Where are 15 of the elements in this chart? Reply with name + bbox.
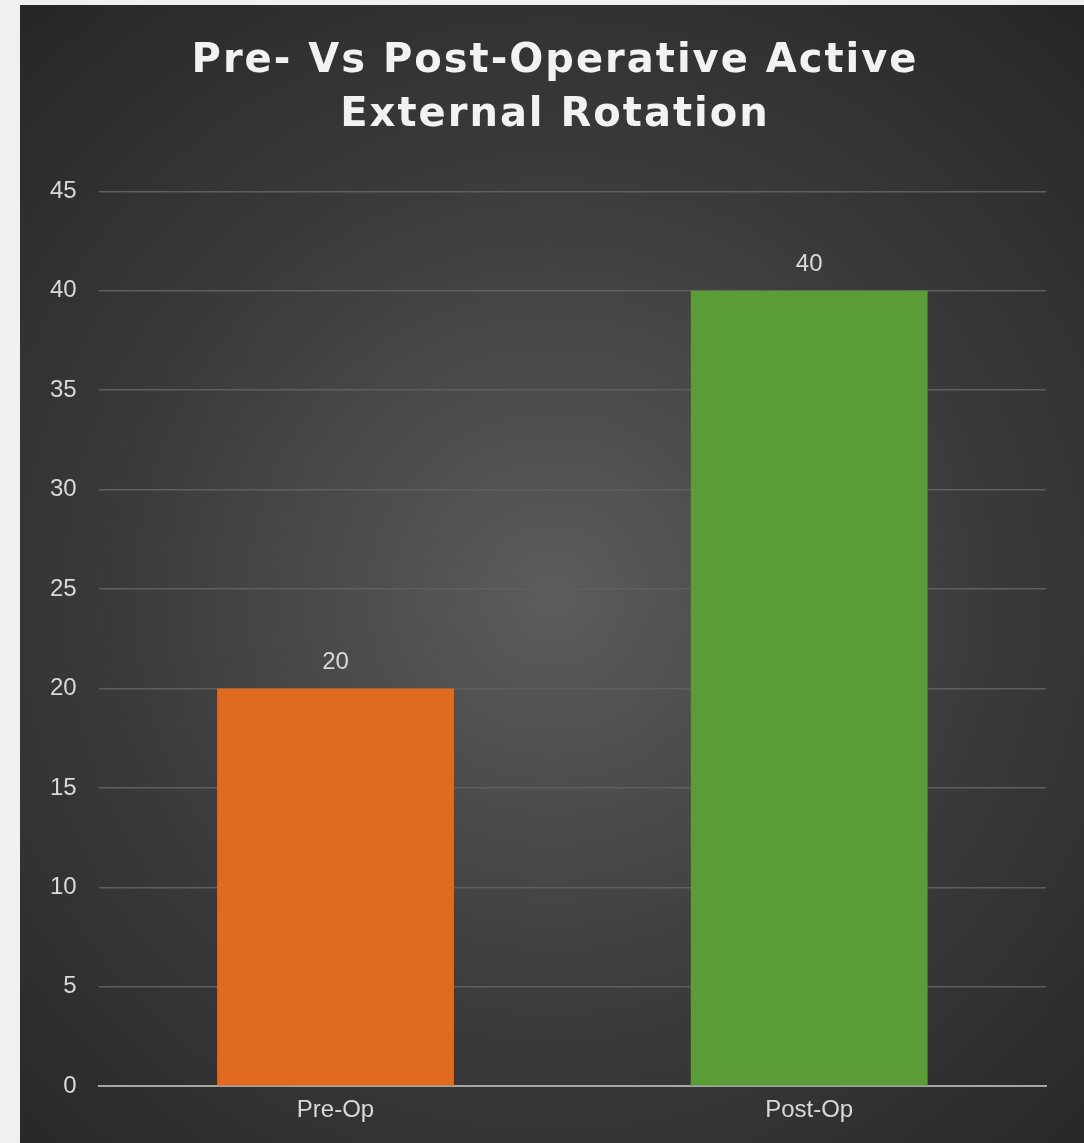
y-tick-label: 0 (63, 1070, 77, 1098)
y-tick-label: 15 (49, 772, 77, 800)
y-tick-label: 35 (49, 374, 77, 402)
y-tick-label: 20 (49, 673, 77, 701)
x-tick-label: Post-Op (765, 1095, 854, 1123)
y-tick-label: 30 (49, 474, 77, 502)
data-label: 40 (795, 249, 823, 277)
y-tick-label: 25 (49, 573, 77, 601)
chart-title: Pre- Vs Post-Operative Active External Rotation (190, 34, 920, 137)
y-tick-label: 5 (63, 971, 77, 999)
y-tick-label: 45 (49, 176, 77, 204)
y-tick-label: 10 (49, 871, 77, 899)
data-label: 20 (322, 647, 349, 675)
x-tick-label: Pre-Op (296, 1095, 375, 1123)
y-tick-label: 40 (49, 275, 77, 303)
